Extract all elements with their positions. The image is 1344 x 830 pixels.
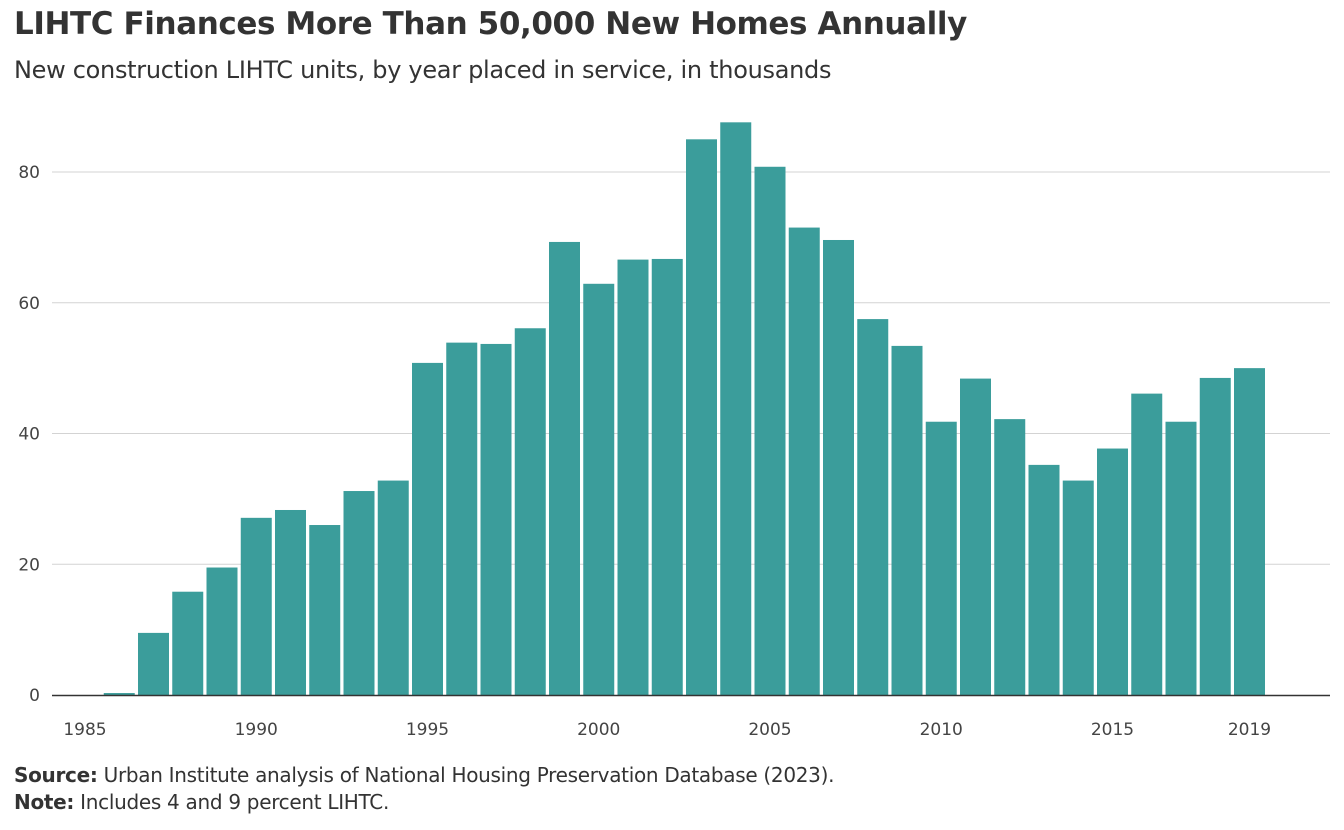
x-tick-label: 1995	[406, 720, 449, 740]
bar-2008	[857, 319, 889, 695]
bar-2005	[754, 166, 786, 695]
bar-2009	[891, 345, 923, 695]
bar-2004	[720, 122, 752, 695]
bar-2010	[925, 421, 957, 695]
bar-2012	[994, 419, 1026, 695]
source-note: Source: Urban Institute analysis of Nati…	[14, 763, 834, 787]
x-tick-label: 1990	[235, 720, 278, 740]
bar-1993	[343, 491, 375, 695]
bar-1996	[446, 342, 478, 695]
note-text: Includes 4 and 9 percent LIHTC.	[74, 790, 390, 814]
bar-2001	[617, 259, 649, 695]
bar-2006	[788, 227, 820, 695]
source-label: Source:	[14, 763, 98, 787]
bars	[103, 122, 1265, 696]
bar-1992	[309, 525, 341, 695]
x-tick-label: 2015	[1091, 720, 1134, 740]
y-tick-label: 20	[18, 555, 40, 575]
source-text: Urban Institute analysis of National Hou…	[97, 763, 835, 787]
x-tick-label: 2010	[920, 720, 963, 740]
bar-2002	[651, 258, 683, 695]
bar-2018	[1199, 377, 1231, 695]
bar-2013	[1028, 464, 1060, 695]
bar-2019	[1234, 368, 1265, 696]
y-tick-label: 60	[18, 294, 40, 314]
y-tick-label: 80	[18, 163, 40, 183]
bar-1997	[480, 343, 512, 695]
x-tick-label: 2000	[577, 720, 620, 740]
bar-2003	[686, 139, 717, 695]
x-tick-label: 1985	[63, 720, 106, 740]
chart-subtitle: New construction LIHTC units, by year pl…	[14, 56, 832, 84]
bar-2007	[823, 239, 854, 696]
note-label: Note:	[14, 790, 75, 814]
bar-2016	[1131, 393, 1163, 695]
footnote: Note: Includes 4 and 9 percent LIHTC.	[14, 790, 389, 814]
bar-1999	[549, 241, 580, 695]
chart-title: LIHTC Finances More Than 50,000 New Home…	[14, 6, 967, 42]
bar-1989	[206, 567, 238, 695]
axes: 0 20 40 60 80 1985 1990 1995 2000 2005 2010 2015 201…	[18, 163, 1330, 740]
bar-1988	[172, 591, 204, 695]
x-tick-label: 2005	[748, 720, 791, 740]
bar-1998	[514, 328, 546, 695]
bar-1987	[138, 632, 169, 695]
bar-2015	[1097, 448, 1128, 695]
y-tick-label: 0	[29, 686, 40, 706]
bar-1991	[275, 509, 306, 695]
bar-1995	[412, 362, 443, 695]
bar-2011	[960, 378, 991, 695]
x-tick-label: 2019	[1228, 720, 1271, 740]
bar-2014	[1062, 480, 1094, 695]
y-tick-label: 40	[18, 425, 40, 445]
bar-2017	[1165, 421, 1197, 695]
bar-1986	[103, 693, 135, 695]
bar-2000	[583, 283, 615, 695]
bar-1994	[377, 480, 409, 695]
bar-1990	[240, 517, 272, 695]
